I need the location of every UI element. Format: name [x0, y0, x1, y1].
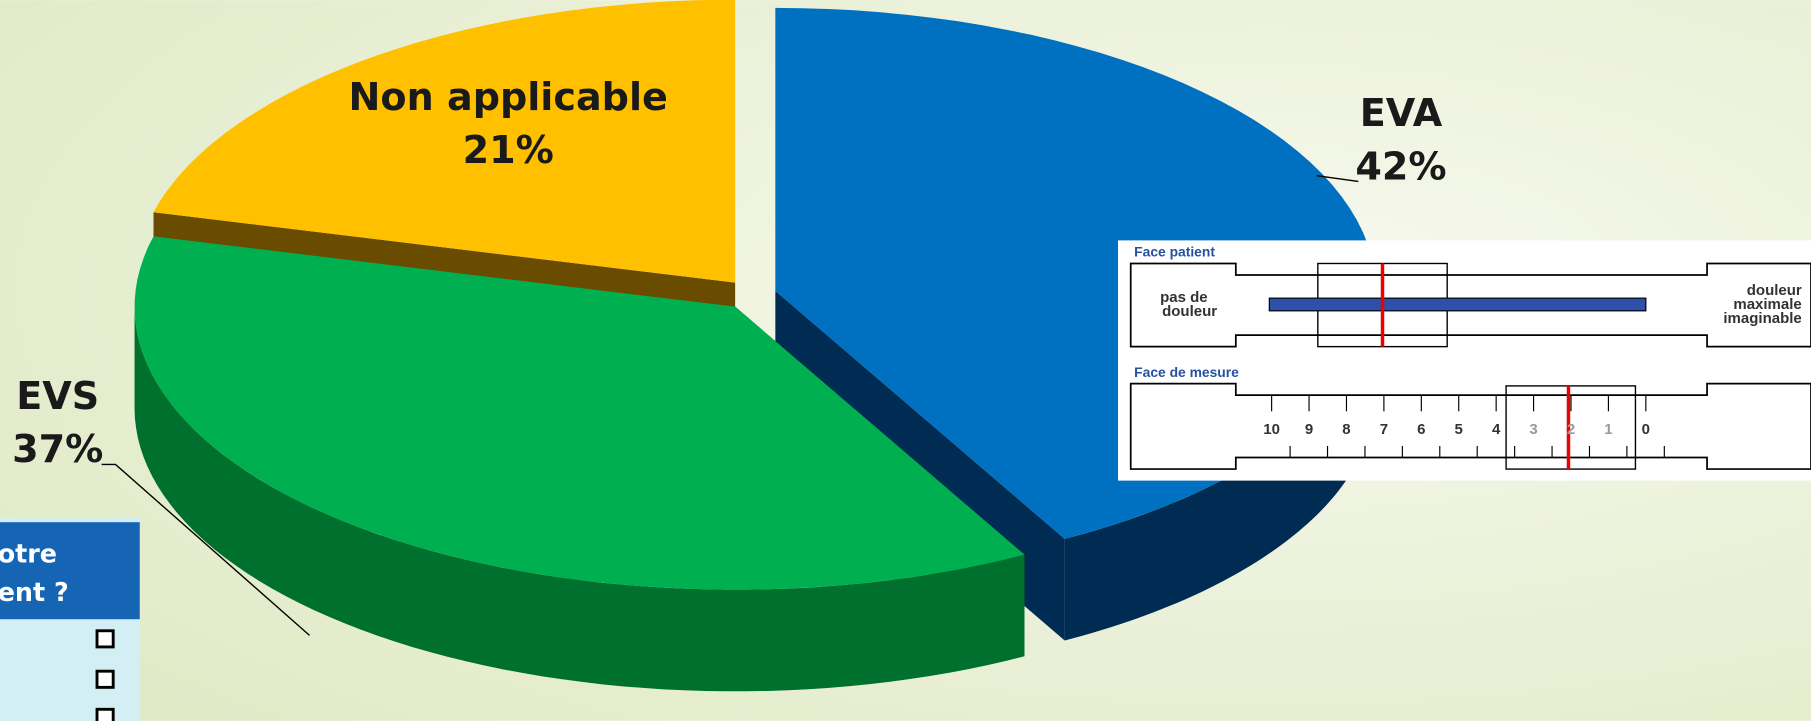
- slice-side: [1064, 290, 1376, 641]
- scale-label: 3: [1529, 421, 1537, 438]
- pie: [134, 0, 1376, 692]
- scale-label: 6: [1417, 421, 1425, 438]
- scale-label: 1: [1604, 421, 1612, 438]
- panel-text: otre: [0, 539, 57, 569]
- inset-title: Face patient: [1134, 244, 1215, 260]
- leader-line: [1316, 175, 1359, 183]
- slice: [134, 236, 1025, 590]
- slice-side: [134, 306, 1025, 692]
- panel-text: ent ?: [0, 577, 69, 607]
- ruler: [1129, 382, 1811, 470]
- inset-title: Face de mesure: [1134, 364, 1239, 380]
- inset-text: douleur: [1162, 303, 1217, 320]
- ruler-bar: [1268, 297, 1647, 312]
- scale-label: 8: [1342, 421, 1350, 438]
- scale-label: 2: [1567, 421, 1575, 438]
- inset-text: douleur: [1747, 282, 1802, 299]
- scale-label: 4: [1492, 421, 1501, 438]
- slice-label: EVA: [1360, 91, 1443, 135]
- checkbox: [95, 669, 115, 689]
- labels: EVA 42% EVS 37% Non applicable 21%: [12, 75, 1447, 636]
- inset-text: imaginable: [1723, 310, 1801, 327]
- scale-label: 5: [1455, 421, 1463, 438]
- slice-label: Non applicable: [349, 75, 668, 119]
- inset-text: pas de: [1160, 289, 1208, 306]
- inset-text: maximale: [1733, 296, 1801, 313]
- scale: 10 9 8 7 6 5 4 3 2 1 0: [1263, 395, 1665, 458]
- value-label: 21%: [463, 128, 554, 172]
- value-label: 42%: [1355, 144, 1446, 188]
- panel-header: [0, 522, 140, 620]
- slice-label: EVS: [16, 374, 99, 418]
- scale-label: 0: [1642, 421, 1650, 438]
- scale-label: 7: [1380, 421, 1388, 438]
- eva-inset: Face patient pas de douleur douleur maxi…: [1118, 240, 1811, 481]
- side-panel: otre ent ?: [0, 517, 140, 721]
- scale-label: 10: [1263, 421, 1280, 438]
- checkbox: [95, 707, 115, 721]
- slice: [153, 0, 736, 283]
- cursor: [1505, 385, 1637, 470]
- scale-label: 9: [1305, 421, 1313, 438]
- checkbox: [95, 629, 115, 649]
- leader-line: [101, 463, 310, 636]
- value-label: 37%: [12, 427, 103, 471]
